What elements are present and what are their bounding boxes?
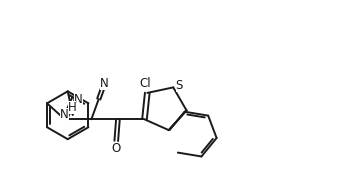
Text: S: S — [175, 79, 183, 92]
Text: N: N — [60, 108, 69, 121]
Text: H: H — [68, 101, 77, 114]
Text: O: O — [112, 142, 121, 155]
Text: Cl: Cl — [140, 77, 151, 90]
Text: N: N — [100, 77, 109, 90]
Text: N: N — [74, 93, 83, 106]
